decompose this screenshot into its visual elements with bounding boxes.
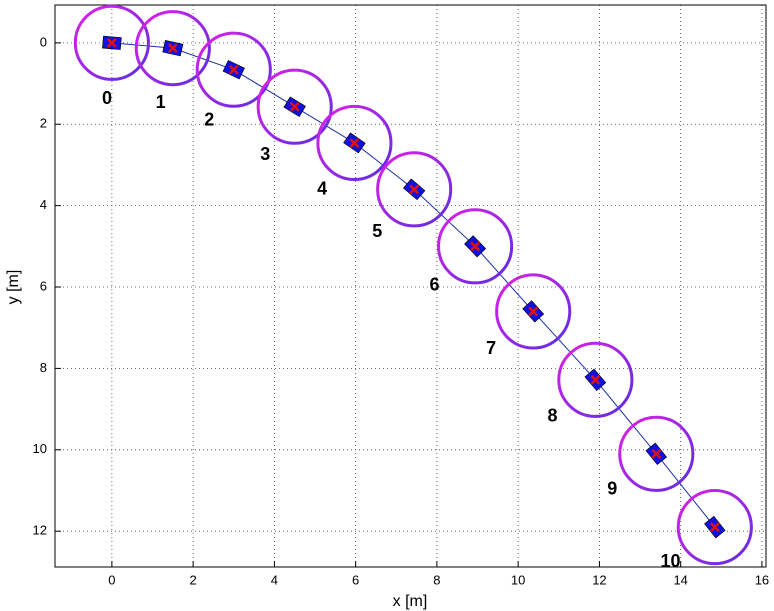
point-label: 6 [430, 275, 440, 295]
range-circle [495, 273, 572, 350]
range-circle [618, 415, 695, 492]
range-circle [437, 208, 514, 285]
range-circle [256, 68, 333, 145]
range-circle [316, 104, 393, 182]
x-tick-label: 14 [673, 572, 687, 587]
y-tick-label: 6 [40, 278, 47, 293]
range-circle [73, 4, 150, 81]
position-marker [651, 448, 662, 459]
position-marker [709, 522, 720, 533]
range-circle [376, 151, 453, 228]
x-tick-label: 2 [190, 572, 197, 587]
point-label: 4 [317, 178, 327, 198]
y-axis-label: y [m] [5, 270, 22, 305]
position-marker [106, 37, 117, 48]
position-marker [528, 306, 539, 317]
point-label: 9 [607, 478, 617, 498]
position-marker [289, 101, 300, 112]
range-circle [134, 10, 211, 87]
x-axis-label: x [m] [393, 593, 428, 610]
position-marker [470, 241, 480, 252]
y-tick-label: 8 [40, 360, 47, 375]
x-tick-label: 0 [108, 572, 115, 587]
x-tick-label: 8 [433, 572, 440, 587]
point-label: 7 [486, 338, 496, 358]
position-marker [228, 64, 239, 75]
point-label: 5 [372, 221, 382, 241]
trajectory [111, 42, 716, 528]
y-tick-label: 4 [40, 197, 47, 212]
point-label: 0 [102, 88, 112, 108]
point-label: 8 [547, 406, 557, 426]
x-tick-label: 6 [352, 572, 359, 587]
point-label: 2 [204, 110, 214, 130]
x-tick-label: 10 [511, 572, 525, 587]
plot-frame [54, 4, 767, 568]
point-label: 1 [156, 92, 166, 112]
position-marker [349, 138, 360, 148]
y-tick-label: 12 [33, 523, 47, 538]
range-circle [195, 31, 272, 108]
x-tick-label: 12 [592, 572, 606, 587]
point-label: 10 [661, 551, 681, 571]
range-circle [557, 341, 634, 418]
y-tick-label: 0 [40, 34, 47, 49]
range-circle [676, 489, 753, 566]
position-marker [409, 184, 420, 195]
point-label: 3 [260, 144, 270, 164]
x-tick-label: 16 [755, 572, 769, 587]
position-marker [590, 374, 601, 385]
x-tick-label: 4 [271, 572, 278, 587]
y-tick-label: 2 [40, 116, 47, 131]
position-marker [167, 43, 178, 54]
y-tick-label: 10 [33, 441, 47, 456]
